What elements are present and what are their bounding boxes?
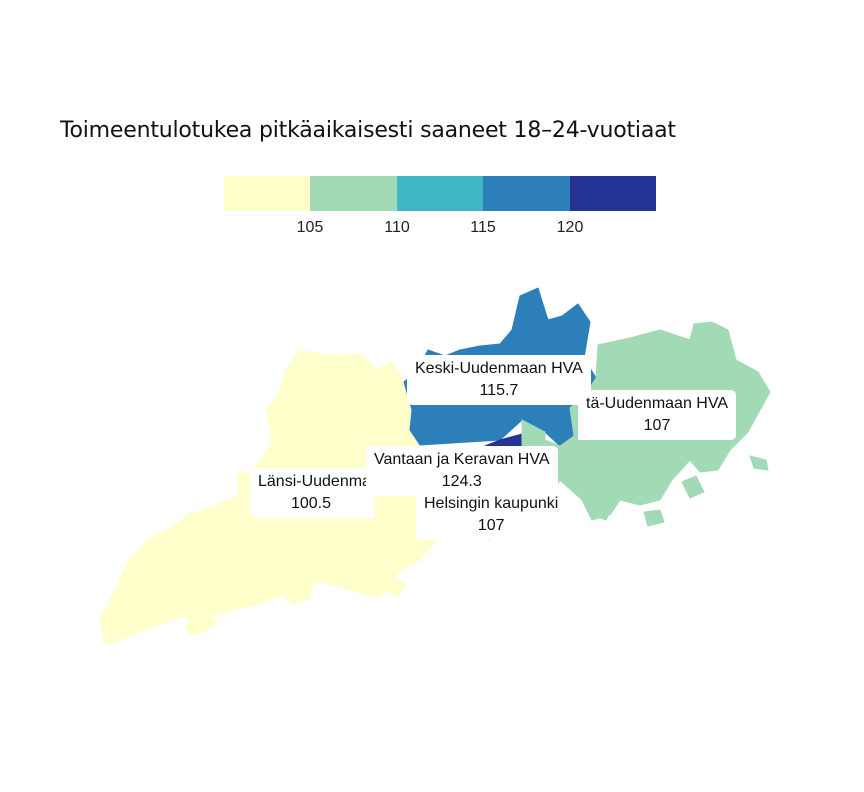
- label-ita-value: 107: [643, 417, 671, 434]
- legend-swatch-4: [483, 176, 570, 211]
- region-ita-island-2: [681, 475, 705, 499]
- label-lansi-name: Länsi-Uudenma: [258, 473, 371, 490]
- label-keski-value: 115.7: [479, 382, 519, 399]
- label-lansi-value: 100.5: [290, 495, 332, 512]
- legend-swatch-3: [396, 176, 484, 211]
- label-vantaa-name: Vantaan ja Keravan HVA: [374, 451, 550, 468]
- region-lansi-island-2: [283, 585, 313, 605]
- label-ita-uusimaa: tä-Uudenmaan HVA 107: [578, 390, 736, 440]
- region-ita-island-4: [593, 473, 617, 521]
- map-title: Toimeentulotukea pitkäaikaisesti saaneet…: [60, 118, 676, 143]
- label-keski-name: Keski-Uudenmaan HVA: [415, 360, 583, 377]
- legend-ticks: 105 110 115 120: [224, 219, 656, 239]
- label-helsinki-name: Helsingin kaupunki: [424, 495, 559, 512]
- legend-tick-105: 105: [296, 219, 324, 236]
- region-ita-island-3: [749, 455, 769, 471]
- legend-swatch-5: [569, 176, 657, 211]
- color-legend: [224, 176, 657, 211]
- label-helsinki: Helsingin kaupunki 107: [416, 490, 567, 540]
- label-lansi-uusimaa: Länsi-Uudenma 100.5: [250, 468, 374, 518]
- region-lansi-island-1: [185, 615, 219, 635]
- label-keski-uusimaa: Keski-Uudenmaan HVA 115.7: [407, 355, 591, 405]
- legend-swatch-1: [224, 176, 311, 211]
- legend-tick-110: 110: [384, 219, 410, 236]
- label-vantaa-kerava: Vantaan ja Keravan HVA 124.3: [366, 446, 558, 496]
- region-ita-island-1: [643, 509, 665, 527]
- legend-swatch-2: [310, 176, 397, 211]
- label-vantaa-value: 124.3: [441, 473, 482, 490]
- label-ita-name: tä-Uudenmaan HVA: [586, 395, 728, 412]
- legend-tick-115: 115: [470, 219, 496, 236]
- label-helsinki-value: 107: [477, 517, 505, 534]
- legend-tick-120: 120: [556, 219, 584, 236]
- region-lansi-island-3: [381, 577, 407, 597]
